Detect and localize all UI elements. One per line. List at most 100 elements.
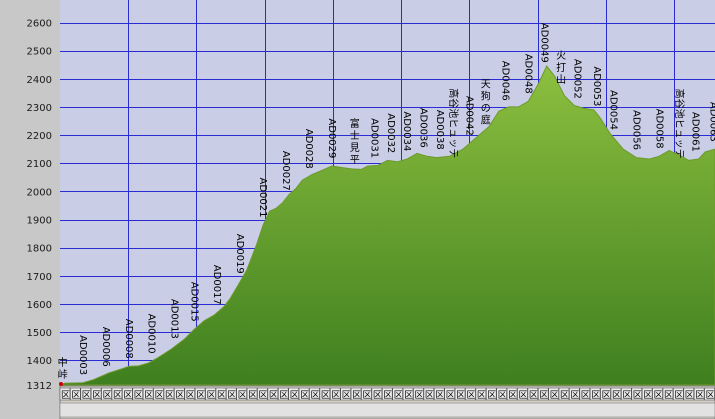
segment-cell[interactable]	[652, 387, 663, 401]
segment-cell[interactable]	[517, 387, 528, 401]
segment-cell[interactable]	[246, 387, 258, 401]
waypoint-label: AD0029	[326, 118, 337, 158]
waypoint-label: AD0049	[539, 23, 550, 63]
segment-cell[interactable]	[641, 387, 653, 401]
segment-cell[interactable]	[683, 387, 694, 401]
segment-cell[interactable]	[226, 387, 237, 401]
waypoint-label-char: 中	[58, 356, 68, 369]
segment-bar[interactable]: 区間 1区間 2区間 3区間 4区間 5区間 6区間 7区間 8区間 9区間 1…	[59, 385, 715, 419]
elevation-profile	[59, 65, 715, 386]
waypoint-label: 中峠	[58, 356, 68, 381]
y-tick-label: 1500	[27, 328, 52, 339]
segment-cell[interactable]	[122, 387, 133, 401]
segment-label[interactable]: 区間 63	[706, 390, 715, 401]
segment-cell[interactable]	[340, 387, 351, 401]
segment-cell[interactable]	[101, 387, 112, 401]
waypoint-label: AD0046	[499, 61, 510, 101]
segment-cell[interactable]	[215, 387, 227, 401]
segment-cell[interactable]	[631, 387, 642, 401]
segment-cell[interactable]	[413, 387, 424, 401]
waypoint-labels: 中峠 AD0003 AD0006 AD0008 AD0010 AD0013 AD0015 AD…	[58, 23, 715, 381]
segment-cell[interactable]	[589, 387, 601, 401]
segment-cell[interactable]	[59, 387, 71, 401]
segment-cell[interactable]	[475, 387, 487, 401]
segment-cell[interactable]	[673, 387, 684, 401]
segment-cell[interactable]	[381, 387, 393, 401]
waypoint-label-char: 庭	[481, 114, 491, 127]
segment-cell[interactable]	[153, 387, 164, 401]
segment-cell[interactable]	[548, 387, 559, 401]
segment-cell[interactable]	[174, 387, 185, 401]
y-tick-label: 2500	[27, 47, 52, 58]
scrollbar-track[interactable]	[59, 402, 715, 418]
segment-cell[interactable]	[205, 387, 216, 401]
y-tick-label: 1400	[27, 356, 52, 367]
waypoint-label: AD0038	[434, 110, 445, 150]
waypoint-label: AD0063	[708, 102, 715, 142]
segment-cell[interactable]	[309, 387, 320, 401]
segment-cell[interactable]	[194, 387, 206, 401]
segment-cell[interactable]	[257, 387, 268, 401]
segment-cell[interactable]	[361, 387, 372, 401]
segment-cell[interactable]	[80, 387, 92, 401]
segment-cell[interactable]	[392, 387, 403, 401]
segment-cell[interactable]	[184, 387, 196, 401]
segment-cell[interactable]	[693, 387, 705, 401]
segment-cell[interactable]	[569, 387, 580, 401]
segment-cell[interactable]	[267, 387, 279, 401]
waypoint-label-char: 見	[350, 142, 360, 154]
segment-cell[interactable]	[454, 387, 466, 401]
segment-cell[interactable]	[163, 387, 175, 401]
waypoint-label-char: 山	[556, 74, 566, 86]
segment-cell[interactable]	[132, 387, 144, 401]
segment-cell[interactable]	[402, 387, 414, 401]
y-tick-label: 1600	[27, 300, 52, 311]
segment-cell[interactable]	[496, 387, 507, 401]
waypoint-label: AD0031	[368, 118, 379, 158]
segment-cell[interactable]	[111, 387, 123, 401]
segment-cell[interactable]	[70, 387, 81, 401]
segment-cell[interactable]	[90, 387, 102, 401]
segment-cell[interactable]	[371, 387, 383, 401]
segment-cell[interactable]	[600, 387, 611, 401]
segment-cell[interactable]	[444, 387, 455, 401]
waypoint-label: AD0032	[385, 113, 396, 153]
segment-cell[interactable]	[485, 387, 497, 401]
segment-cell[interactable]	[236, 387, 247, 401]
waypoint-label-char: 天	[481, 80, 491, 91]
segment-cell[interactable]	[423, 387, 435, 401]
segment-cell[interactable]	[433, 387, 445, 401]
segment-cell[interactable]	[465, 387, 476, 401]
segment-cell[interactable]	[558, 387, 570, 401]
y-tick-label: 1800	[27, 244, 52, 255]
y-tick-label: 1312	[27, 381, 52, 392]
waypoint-label-char: 富	[350, 117, 360, 130]
y-tick-label: 2000	[27, 187, 52, 198]
segment-cell[interactable]	[288, 387, 299, 401]
segment-cell[interactable]	[579, 387, 590, 401]
waypoint-label: AD0061	[689, 112, 700, 152]
segment-cell[interactable]	[298, 387, 310, 401]
segment-cell[interactable]	[350, 387, 362, 401]
waypoint-label: AD0053	[591, 66, 602, 106]
segment-cell[interactable]	[537, 387, 549, 401]
segment-cell[interactable]	[319, 387, 331, 401]
segment-cell[interactable]	[506, 387, 518, 401]
segment-cell[interactable]	[621, 387, 632, 401]
y-tick-label: 2600	[27, 19, 52, 30]
waypoint-label: 高谷池ヒュッテ	[447, 88, 460, 158]
waypoint-label: AD0036	[418, 108, 429, 148]
segment-cell[interactable]	[527, 387, 539, 401]
segment-cell[interactable]	[142, 387, 154, 401]
segment-cell[interactable]	[610, 387, 622, 401]
segment-cell[interactable]	[277, 387, 289, 401]
segment-cell[interactable]	[329, 387, 341, 401]
segment-cell[interactable]	[662, 387, 674, 401]
waypoint-label: AD0021	[257, 178, 268, 218]
waypoint-label: AD0019	[234, 234, 245, 274]
waypoint-label-char: 峠	[58, 369, 68, 381]
waypoint-label: AD0052	[572, 59, 583, 99]
waypoint-label-char: 平	[350, 155, 360, 166]
y-tick-label: 2400	[27, 75, 52, 86]
waypoint-label-char: の	[481, 104, 491, 115]
